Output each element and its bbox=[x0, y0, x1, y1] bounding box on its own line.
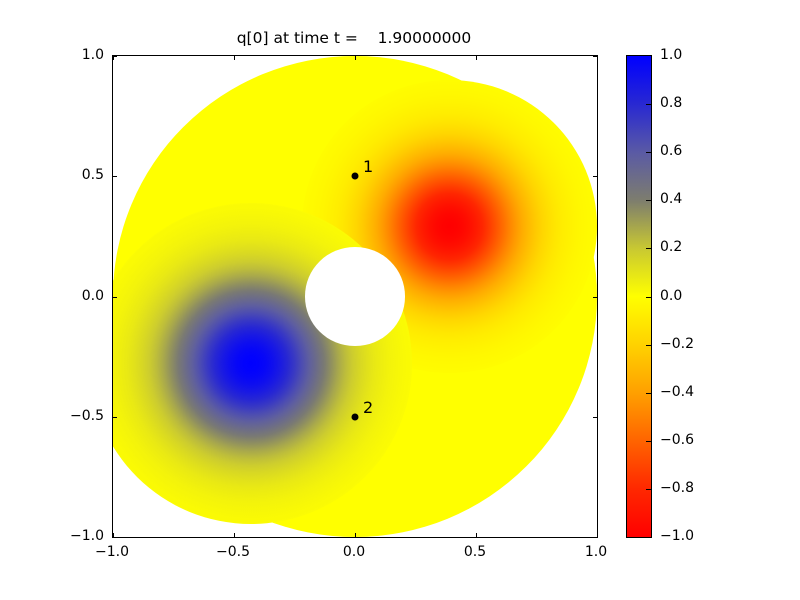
colorbar-ticklabel: 0.6 bbox=[660, 143, 683, 160]
x-ticklabel: −0.5 bbox=[216, 544, 250, 560]
y-tick bbox=[113, 56, 117, 57]
colorbar-tick bbox=[646, 392, 651, 394]
y-ticklabel: −1.0 bbox=[70, 528, 104, 544]
colorbar-ticklabel: 0.2 bbox=[660, 239, 683, 256]
y-ticklabel: 0.0 bbox=[81, 287, 104, 304]
x-tick bbox=[355, 533, 356, 537]
y-ticklabel: 0.5 bbox=[81, 167, 104, 184]
x-ticklabel: −1.0 bbox=[95, 544, 129, 560]
colorbar-tick bbox=[646, 104, 651, 106]
y-ticklabel: −0.5 bbox=[70, 407, 104, 424]
x-tick bbox=[113, 56, 114, 60]
colorbar-tick bbox=[646, 200, 651, 202]
annulus-inner-hole bbox=[305, 247, 405, 346]
y-tick bbox=[593, 176, 597, 178]
colorbar-ticklabel: 0.0 bbox=[660, 287, 683, 304]
colorbar-ticklabel: 0.8 bbox=[660, 95, 683, 112]
y-tick bbox=[593, 56, 597, 57]
colorbar bbox=[626, 55, 652, 538]
y-tick bbox=[113, 416, 117, 418]
y-tick bbox=[113, 537, 117, 538]
gauge-point-marker bbox=[351, 413, 359, 421]
gauge-point-marker bbox=[351, 172, 359, 180]
x-tick bbox=[234, 56, 235, 60]
x-ticklabel: 0.5 bbox=[463, 544, 487, 560]
colorbar-ticklabel: −0.8 bbox=[660, 479, 694, 496]
colorbar-ticklabel: −0.6 bbox=[660, 431, 694, 448]
x-tick bbox=[476, 533, 477, 537]
x-tick bbox=[234, 533, 235, 537]
y-tick bbox=[593, 537, 597, 538]
x-tick bbox=[597, 533, 598, 537]
colorbar-ticklabel: −0.2 bbox=[660, 335, 694, 352]
colorbar-tick bbox=[646, 344, 651, 346]
colorbar-tick bbox=[646, 152, 651, 154]
x-ticklabel: 1.0 bbox=[584, 544, 608, 560]
y-tick bbox=[593, 296, 597, 298]
colorbar-tick bbox=[646, 248, 651, 250]
x-tick bbox=[355, 56, 356, 60]
x-ticklabel: 0.0 bbox=[342, 544, 366, 560]
colorbar-ticklabel: −0.4 bbox=[660, 383, 694, 400]
y-tick bbox=[593, 416, 597, 418]
colorbar-tick bbox=[646, 440, 651, 442]
page-title: q[0] at time t = 1.90000000 bbox=[236, 29, 472, 47]
gauge-point-label: 2 bbox=[363, 397, 374, 417]
y-tick bbox=[113, 176, 117, 178]
colorbar-ticklabel: 1.0 bbox=[660, 47, 683, 63]
x-tick bbox=[476, 56, 477, 60]
gauge-point-label: 1 bbox=[363, 157, 374, 177]
y-tick bbox=[113, 296, 117, 298]
colorbar-ticklabel: 0.4 bbox=[660, 191, 683, 208]
colorbar-ticklabel: −1.0 bbox=[660, 528, 694, 544]
x-tick bbox=[597, 56, 598, 60]
x-tick bbox=[113, 533, 114, 537]
colorbar-tick bbox=[646, 488, 651, 490]
colorbar-tick bbox=[646, 296, 651, 298]
y-ticklabel: 1.0 bbox=[81, 47, 104, 63]
